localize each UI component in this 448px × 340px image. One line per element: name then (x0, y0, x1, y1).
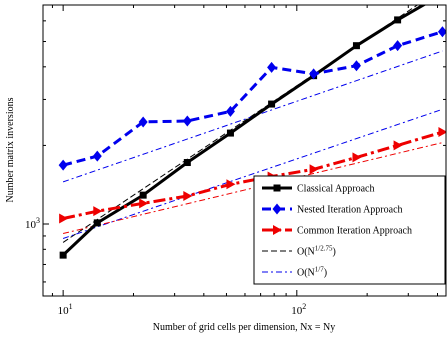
series-1-point-7 (351, 60, 361, 72)
series-2-point-6 (309, 164, 319, 175)
legend-marker-0 (273, 184, 281, 192)
series-2-point-3 (183, 191, 193, 202)
series-line-2 (62, 130, 443, 220)
series-1-point-8 (393, 40, 403, 52)
series-2-point-7 (352, 152, 362, 163)
y-axis-label: Number matrix inversions (5, 97, 16, 202)
series-1-point-0 (58, 159, 68, 171)
x-tick-label-1: 102 (291, 302, 306, 317)
series-2-point-1 (93, 206, 103, 217)
legend-label-0: Classical Approach (297, 184, 374, 195)
series-1-point-2 (138, 116, 148, 128)
series-0-point-5 (268, 100, 276, 108)
series-2-point-0 (59, 213, 69, 224)
legend-label-2: Common Iteration Approach (297, 226, 412, 237)
y-tick-label-0: 103 (25, 216, 40, 231)
legend-label-1: Nested Iteration Approach (297, 205, 403, 216)
series-layer (58, 5, 446, 259)
series-0-point-3 (183, 159, 191, 167)
series-line-0 (62, 5, 427, 257)
legend-label-4: O(N1/7) (297, 266, 327, 279)
series-line-1 (62, 30, 443, 167)
series-1-point-1 (92, 150, 102, 162)
series-2-point-9 (438, 127, 446, 138)
x-tick-label-0: 101 (58, 302, 73, 317)
series-2-point-4 (226, 179, 236, 190)
series-line-6 (62, 142, 443, 234)
series-1-point-6 (309, 68, 319, 80)
legend-marker-1 (272, 203, 282, 215)
series-0-point-7 (352, 42, 360, 50)
series-2-point-8 (393, 140, 403, 151)
series-1-point-9 (437, 26, 446, 38)
series-0-point-4 (226, 129, 234, 137)
series-1-point-5 (267, 61, 277, 73)
x-axis-label: Number of grid cells per dimension, Nx =… (153, 322, 336, 333)
series-0-point-2 (139, 191, 147, 199)
legend-marker-2 (273, 225, 282, 235)
series-2-point-2 (139, 198, 149, 209)
series-line-4 (62, 108, 443, 239)
series-1-point-3 (182, 115, 192, 127)
series-1-point-4 (225, 105, 235, 117)
tick-layer: 101 102 103 (25, 5, 446, 317)
series-0-point-8 (394, 16, 402, 24)
series-0-point-0 (59, 251, 67, 259)
legend-label-3: O(N1/2.75) (297, 245, 336, 258)
legend: Classical Approach Nested Iteration Appro… (253, 175, 446, 285)
series-0-point-1 (93, 219, 101, 227)
